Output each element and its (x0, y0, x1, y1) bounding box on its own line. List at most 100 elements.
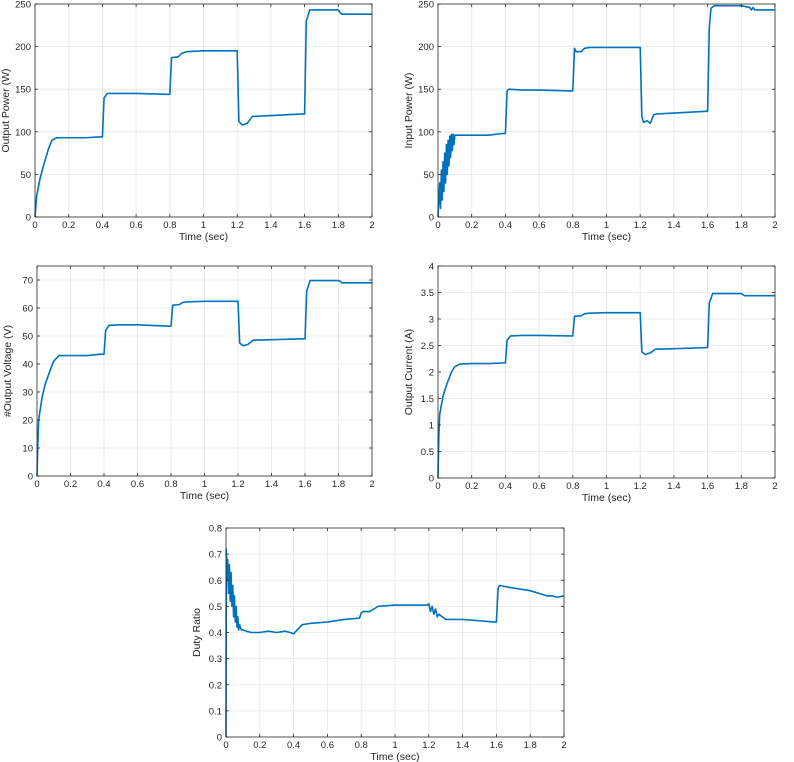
y-tick-label: 10 (22, 444, 33, 455)
series-line (437, 4, 775, 218)
x-tick-label: 0.2 (64, 479, 77, 490)
y-tick-label: 20 (22, 416, 33, 427)
x-tick-label: 1.4 (265, 479, 278, 490)
x-tick-label: 0.8 (355, 740, 368, 751)
x-tick-label: 0.6 (129, 220, 142, 231)
x-tick-label: 0.8 (566, 481, 579, 492)
x-tick-label: 1 (604, 481, 609, 492)
x-tick-label: 0.4 (499, 220, 512, 231)
x-tick-label: 1.8 (735, 220, 748, 231)
y-tick-label: 200 (15, 42, 31, 53)
y-tick-label: 0.5 (421, 447, 434, 458)
y-axis-label: Duty Ratio (191, 608, 203, 657)
x-tick-label: 2 (369, 220, 374, 231)
y-tick-label: 0.3 (209, 654, 222, 665)
y-tick-label: 0.4 (209, 628, 222, 639)
y-tick-label: 0 (217, 733, 222, 744)
x-tick-label: 1.2 (231, 479, 244, 490)
x-tick-label: 1.2 (634, 220, 647, 231)
y-tick-label: 0.1 (209, 706, 222, 717)
y-tick-label: 0.8 (209, 524, 222, 535)
y-tick-label: 250 (418, 0, 434, 11)
y-tick-label: 70 (22, 276, 33, 287)
y-tick-label: 0.5 (209, 602, 222, 613)
x-tick-label: 1.8 (332, 220, 345, 231)
x-tick-label: 0 (435, 220, 440, 231)
y-tick-label: 0 (26, 213, 31, 224)
y-tick-label: 3 (429, 315, 434, 326)
x-tick-label: 1.2 (231, 220, 244, 231)
x-tick-label: 1.2 (634, 481, 647, 492)
x-tick-label: 2 (561, 740, 566, 751)
chart-duty-ratio: 0 0.2 0.4 0.6 0.8 1 1.2 1.4 1.6 1.8 2 0 0.1 0.2 0.3 0.4… (191, 524, 567, 762)
y-axis-label: #Output Voltage (V) (2, 325, 14, 417)
x-tick-label: 1.6 (298, 220, 311, 231)
x-tick-label: 0 (32, 220, 37, 231)
y-tick-label: 0.7 (209, 550, 222, 561)
x-tick-label: 0.6 (131, 479, 144, 490)
x-tick-label: 0.2 (62, 220, 75, 231)
y-tick-label: 1.5 (421, 394, 434, 405)
x-tick-label: 0.8 (164, 479, 177, 490)
series-line (36, 279, 372, 477)
x-tick-label: 0 (223, 740, 228, 751)
x-tick-label: 1.8 (332, 479, 345, 490)
y-tick-label: 60 (22, 304, 33, 315)
y-tick-label: 4 (429, 262, 434, 273)
x-tick-label: 0.4 (96, 220, 109, 231)
y-axis-label: Output Current (A) (403, 329, 415, 415)
x-tick-label: 2 (369, 479, 374, 490)
x-tick-label: 1.8 (735, 481, 748, 492)
y-tick-label: 40 (22, 360, 33, 371)
x-axis-label: Time (sec) (370, 751, 419, 762)
series-line (34, 9, 372, 218)
x-tick-label: 2 (772, 220, 777, 231)
x-tick-label: 1 (202, 479, 207, 490)
series-line (225, 548, 565, 738)
x-tick-label: 1.4 (456, 740, 469, 751)
y-tick-label: 2 (429, 368, 434, 379)
y-tick-label: 0.6 (209, 576, 222, 587)
y-tick-label: 100 (15, 127, 31, 138)
x-tick-label: 0.8 (163, 220, 176, 231)
y-tick-label: 50 (423, 170, 434, 181)
x-axis-label: Time (sec) (180, 490, 229, 502)
y-tick-label: 2.5 (421, 341, 434, 352)
chart-input-power: 0 0.2 0.4 0.6 0.8 1 1.2 1.4 1.6 1.8 2 0 50 100 150 200 2… (403, 0, 778, 243)
x-tick-label: 0 (435, 481, 440, 492)
x-tick-label: 1.2 (422, 740, 435, 751)
series-line (437, 292, 775, 479)
x-tick-label: 1 (392, 740, 397, 751)
x-axis-label: Time (sec) (582, 492, 631, 504)
y-tick-label: 50 (22, 332, 33, 343)
x-tick-label: 0.6 (532, 481, 545, 492)
x-axis-label: Time (sec) (582, 231, 631, 243)
x-tick-label: 0.4 (499, 481, 512, 492)
y-tick-label: 30 (22, 388, 33, 399)
x-tick-label: 1.6 (701, 481, 714, 492)
y-tick-label: 50 (20, 170, 31, 181)
x-tick-label: 1.4 (667, 220, 680, 231)
x-tick-label: 1.8 (524, 740, 537, 751)
y-tick-label: 150 (15, 85, 31, 96)
x-tick-label: 1 (201, 220, 206, 231)
y-tick-label: 0.2 (209, 680, 222, 691)
y-tick-label: 200 (418, 42, 434, 53)
x-tick-label: 1.4 (667, 481, 680, 492)
x-tick-label: 0.2 (465, 220, 478, 231)
x-tick-label: 0.2 (253, 740, 266, 751)
chart-output-power: 0 0.2 0.4 0.6 0.8 1 1.2 1.4 1.6 1.8 2 0 50 100 150 200 2… (0, 0, 375, 243)
x-axis-label: Time (sec) (179, 231, 228, 243)
y-tick-label: 0 (429, 474, 434, 485)
x-tick-label: 1.6 (701, 220, 714, 231)
x-tick-label: 0.6 (321, 740, 334, 751)
y-tick-label: 1 (429, 421, 434, 432)
y-tick-label: 250 (15, 0, 31, 11)
x-tick-label: 1 (604, 220, 609, 231)
y-tick-label: 0 (28, 472, 33, 483)
y-tick-label: 150 (418, 85, 434, 96)
y-tick-label: 0 (429, 213, 434, 224)
y-axis-label: Output Power (W) (0, 68, 12, 152)
